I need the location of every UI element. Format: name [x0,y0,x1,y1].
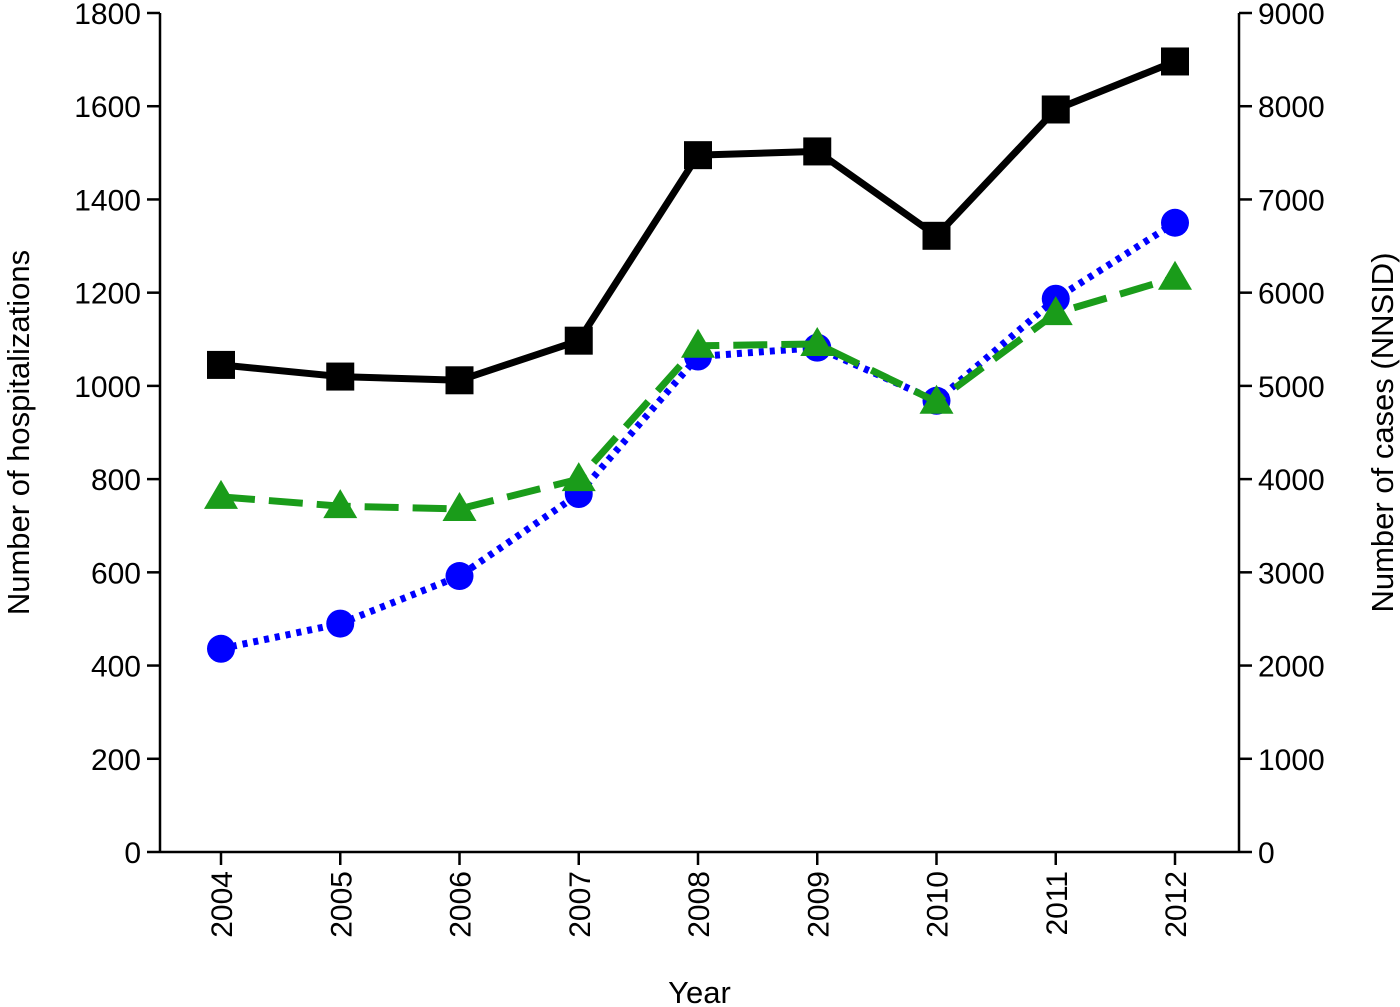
x-tick-label: 2009 [802,871,835,938]
y-tick-label-left: 1800 [74,0,141,31]
y-tick-label-left: 1000 [74,371,141,404]
data-point-triangle [204,479,238,509]
y-tick-label-left: 1200 [74,278,141,311]
chart-axes: 0 200 400 600 800 1000 1200 1400 1600 1800 0 1000 20… [74,0,1325,938]
x-axis-title: Year [668,975,731,1007]
data-point-circle [1161,208,1189,237]
series-line-dashed [220,274,1176,513]
data-point-square [922,221,951,250]
x-tick-label: 2005 [325,871,358,938]
x-tick-label: 2007 [564,871,597,938]
series-triangle [204,260,1192,521]
x-tick-label: 2012 [1160,871,1193,938]
x-tick-label: 2011 [1041,871,1074,936]
y-axis-title-left: Number of hospitalizations [1,250,36,615]
y-tick-label-right: 0 [1258,837,1275,870]
y-tick-label-left: 600 [91,557,141,590]
data-point-triangle [681,328,715,358]
data-point-triangle [561,462,596,492]
y-tick-label-right: 2000 [1258,651,1325,684]
series-square [207,47,1189,395]
data-point-triangle [1158,260,1192,290]
data-point-triangle [1038,296,1073,326]
data-point-circle [326,609,355,638]
y-axis-title-right: Number of cases (NNSID) [1365,252,1400,612]
series-circle [207,208,1189,663]
data-point-triangle [800,326,835,356]
y-tick-label-left: 1400 [74,184,141,217]
data-point-square [326,362,355,391]
y-tick-label-right: 7000 [1258,184,1325,217]
y-tick-label-right: 1000 [1258,744,1325,777]
x-tick-label: 2006 [445,871,478,938]
data-point-square [445,366,474,395]
y-tick-label-right: 5000 [1258,371,1325,404]
x-tick-label: 2004 [206,871,239,938]
data-point-triangle [442,491,477,521]
y-tick-label-left: 1600 [74,91,141,124]
data-point-square [1041,95,1070,124]
y-tick-label-right: 8000 [1258,91,1325,124]
y-tick-label-left: 0 [124,837,141,870]
x-tick-label: 2008 [683,871,716,938]
y-tick-label-right: 9000 [1258,0,1325,31]
series-line-dotted [220,219,1177,653]
data-point-triangle [323,489,358,519]
y-tick-label-left: 400 [91,651,141,684]
chart-labels: Year Number of hospitalizations Number o… [1,250,1400,1007]
data-point-square [207,350,235,379]
y-tick-label-right: 3000 [1258,557,1325,590]
data-point-square [1161,47,1189,76]
y-tick-label-right: 6000 [1258,278,1325,311]
y-tick-label-right: 4000 [1258,464,1325,497]
data-point-square [803,137,832,166]
x-tick-label: 2010 [922,871,955,938]
data-point-circle [445,562,474,591]
y-tick-label-left: 200 [91,744,141,777]
data-point-triangle [919,384,954,414]
data-point-square [684,141,712,170]
y-tick-label-left: 800 [91,464,141,497]
data-point-circle [207,634,235,663]
data-point-square [564,326,593,355]
chart-series [204,47,1192,663]
